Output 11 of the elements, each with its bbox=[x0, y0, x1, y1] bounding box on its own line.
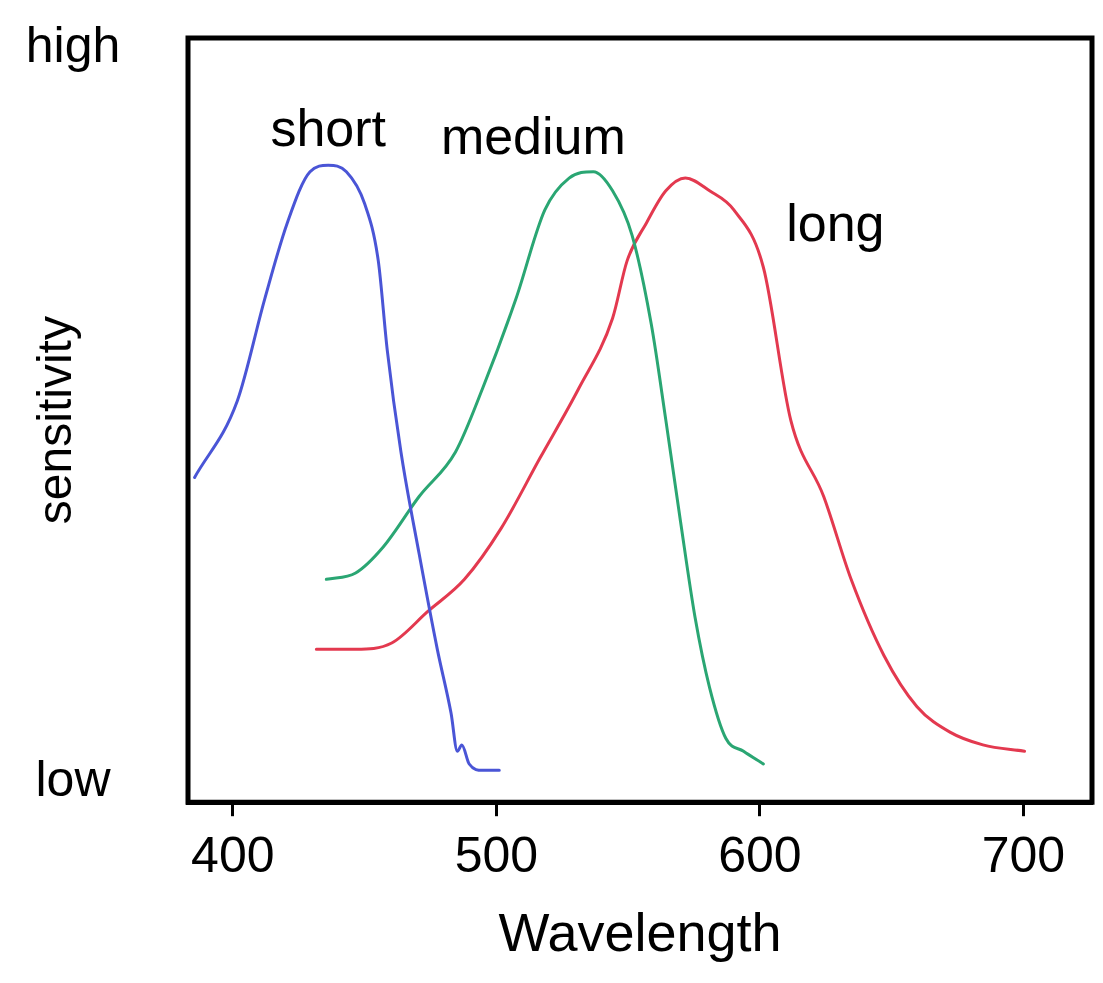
text: low bbox=[35, 750, 112, 807]
x-tick-label: 600 bbox=[718, 826, 802, 883]
y-axis-title: sensitivity bbox=[28, 316, 82, 525]
text: high bbox=[25, 16, 121, 73]
x-tick-label: 700 bbox=[981, 826, 1066, 883]
series-label: short bbox=[270, 98, 387, 157]
series-label: medium bbox=[440, 107, 626, 166]
x-axis-title: Wavelength bbox=[498, 902, 782, 963]
x-tick-label: 400 bbox=[191, 826, 275, 883]
series-label: long bbox=[786, 194, 885, 253]
x-tick-label: 500 bbox=[454, 826, 539, 883]
